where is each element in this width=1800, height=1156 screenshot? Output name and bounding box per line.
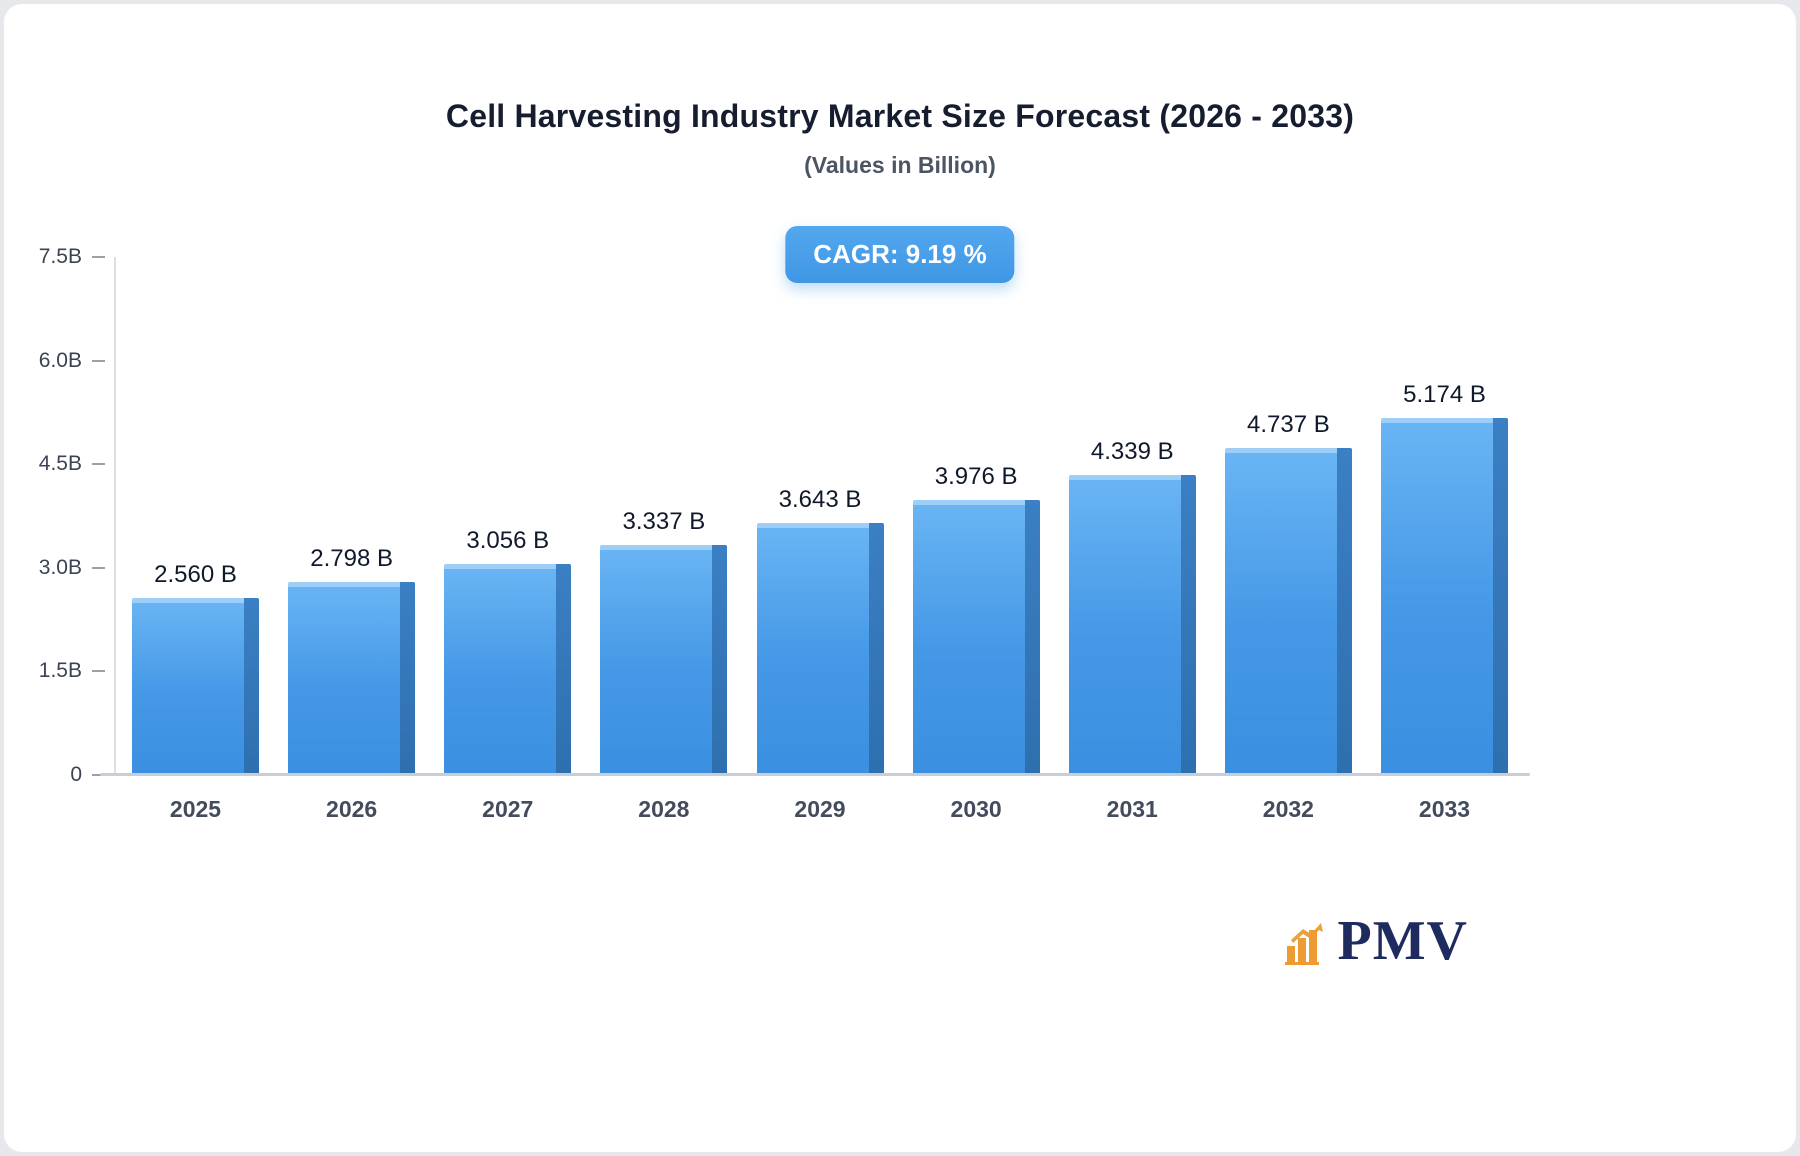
bar-value-label: 4.737 B — [1247, 410, 1330, 438]
page-title: Cell Harvesting Industry Market Size For… — [445, 98, 1355, 134]
bar — [756, 523, 884, 775]
bar — [288, 581, 416, 776]
bar — [132, 598, 259, 775]
bar-slot: 3.056 B 2027 — [444, 257, 572, 822]
x-axis-label: 2028 — [638, 796, 690, 822]
y-axis-tick: 7.5B — [4, 245, 114, 269]
bar-slot: 2.798 B 2026 — [288, 257, 416, 822]
y-axis-tick: 0 — [4, 763, 114, 787]
y-axis-tick: 1.5B — [4, 659, 114, 683]
bar-slot: 4.339 B 2031 — [1068, 257, 1196, 822]
x-axis-label: 2030 — [950, 796, 1002, 822]
x-axis-label: 2033 — [1418, 796, 1471, 822]
bar — [912, 500, 1040, 775]
plot-area: 2.560 B 2025 2.798 B 2026 3.056 B 2027 3.337 B… — [114, 257, 1524, 822]
y-axis-tick-mark — [92, 670, 105, 673]
y-axis-tick-label: 3.0B — [38, 555, 82, 579]
bar-value-label: 3.976 B — [934, 463, 1018, 491]
pmv-logo: PMV — [1285, 910, 1468, 973]
y-axis-tick: 6.0B — [4, 349, 114, 373]
bar-value-label: 3.056 B — [466, 526, 550, 554]
y-axis-tick-label: 7.5B — [38, 245, 82, 268]
bar-slot: 5.174 B 2033 — [1381, 257, 1508, 822]
bar-value-label: 2.560 B — [154, 561, 237, 589]
bar — [600, 544, 728, 776]
x-axis-label: 2027 — [482, 796, 534, 822]
x-axis-label: 2032 — [1262, 796, 1314, 822]
y-axis-tick-mark — [92, 359, 105, 362]
bar-value-label: 2.798 B — [310, 544, 393, 572]
x-axis-label: 2026 — [326, 796, 378, 822]
bar-slot: 2.560 B 2025 — [132, 257, 259, 822]
bar-slot: 4.737 B 2032 — [1224, 257, 1352, 822]
y-axis-tick: 3.0B — [4, 556, 114, 580]
bar-value-label: 5.174 B — [1403, 380, 1486, 408]
cagr-badge: CAGR: 9.19 % — [785, 226, 1015, 283]
bar — [1224, 447, 1352, 776]
y-axis-tick-label: 1.5B — [38, 659, 82, 683]
y-axis-tick-label: 6.0B — [38, 348, 82, 372]
bar — [1068, 475, 1196, 775]
bar-chart-icon — [1285, 923, 1324, 965]
bar-value-label: 3.337 B — [622, 507, 706, 535]
y-axis-tick-mark — [92, 256, 105, 258]
x-axis-baseline — [100, 773, 1530, 776]
y-axis-tick-label: 4.5B — [38, 452, 82, 476]
bar — [1381, 417, 1508, 776]
bar-slot: 3.337 B 2028 — [600, 257, 728, 822]
x-axis-label: 2029 — [794, 796, 846, 822]
y-axis: 0 1.5B 3.0B 4.5B 6.0B 7.5B — [4, 245, 114, 786]
bar-chart: 0 1.5B 3.0B 4.5B 6.0B 7.5B 2.560 B 2025 2.798 B… — [4, 4, 1796, 1152]
x-axis-label: 2031 — [1106, 796, 1158, 822]
page-subtitle: (Values in Billion) — [804, 152, 996, 178]
bar-slot: 3.643 B 2029 — [756, 257, 884, 822]
y-axis-tick: 4.5B — [4, 452, 114, 476]
bar-value-label: 3.643 B — [778, 486, 862, 514]
pmv-logo-text: PMV — [1337, 910, 1468, 973]
chart-card: Cell Harvesting Industry Market Size For… — [4, 4, 1796, 1152]
y-axis-tick-label: 0 — [70, 763, 82, 786]
x-axis-label: 2025 — [169, 796, 222, 822]
bar — [444, 563, 572, 776]
bar-slot: 3.976 B 2030 — [912, 257, 1040, 822]
bar-value-label: 4.339 B — [1090, 438, 1174, 466]
y-axis-tick-mark — [92, 566, 105, 569]
y-axis-tick-mark — [92, 774, 105, 776]
y-axis-tick-mark — [92, 463, 105, 466]
